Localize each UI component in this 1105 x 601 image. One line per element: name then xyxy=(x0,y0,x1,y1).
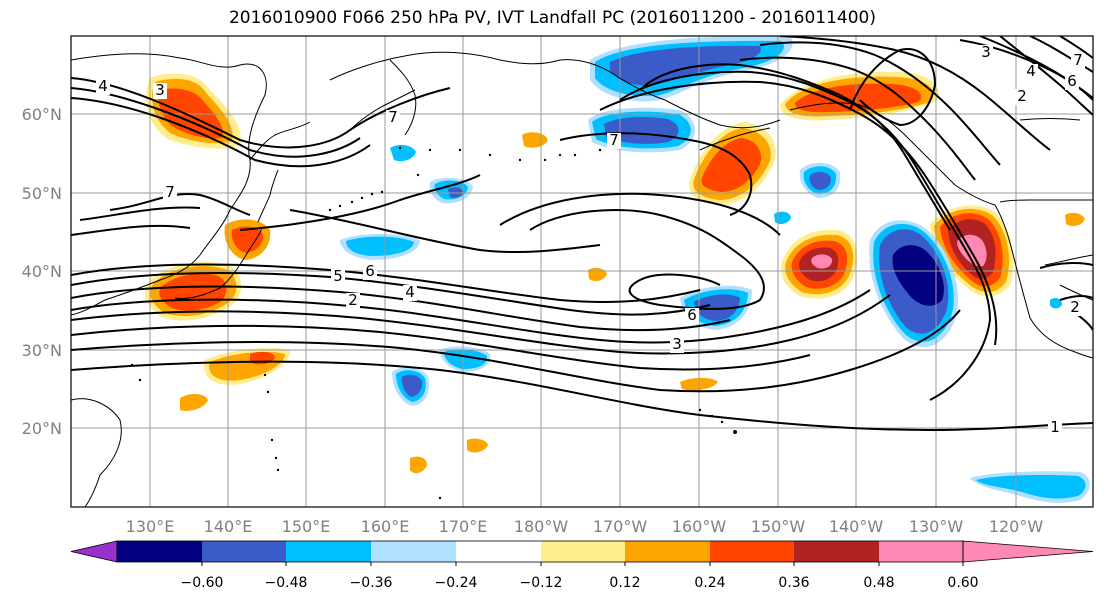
contour-label-bg xyxy=(1048,420,1062,436)
map-frame xyxy=(70,35,1094,508)
pv-contours xyxy=(71,36,1093,432)
contour-label: 2 xyxy=(1017,87,1027,105)
lon-tick-labels: 130°E 140°E 150°E 160°E 170°E 180°W 170°W 160°W… xyxy=(126,517,1044,536)
colorbar-tick-label: −0.48 xyxy=(265,575,308,591)
contour-label-bg xyxy=(1015,89,1029,105)
lat-tick-label: 60°N xyxy=(22,105,62,124)
colorbar-outline xyxy=(116,540,964,563)
colorbar-tick-label: −0.24 xyxy=(435,575,478,591)
lon-tick-label: 180°W xyxy=(514,517,569,536)
contour-label-bg xyxy=(1024,64,1038,80)
colorbar-tick-label: 0.36 xyxy=(778,575,809,591)
lon-tick-label: 140°W xyxy=(829,517,884,536)
contour-label: 4 xyxy=(98,77,108,95)
colorbar-over-arrow xyxy=(962,540,1094,563)
contour-label-bg xyxy=(607,133,621,149)
colorbar-segment xyxy=(202,541,286,562)
figure-title: 2016010900 F066 250 hPa PV, IVT Landfall… xyxy=(228,8,876,28)
colorbar-segment xyxy=(371,541,456,562)
positive-anomaly-japan xyxy=(144,219,271,321)
contour-label-bg xyxy=(1065,74,1079,90)
contour-label-bg xyxy=(363,264,377,280)
contour-label-bg xyxy=(96,79,110,95)
lon-tick-label: 170°E xyxy=(439,517,488,536)
colorbar-under-arrow xyxy=(70,540,118,563)
contour-label: 6 xyxy=(1067,72,1077,90)
contour-label-bg xyxy=(1071,53,1085,69)
lat-tick-label: 20°N xyxy=(22,419,62,438)
colorbar-segment xyxy=(710,541,794,562)
colorbar-tick-label: 0.12 xyxy=(609,575,640,591)
colorbar xyxy=(70,540,1094,563)
lon-tick-label: 170°W xyxy=(593,517,648,536)
positive-anomaly-northeast-pacific xyxy=(780,229,858,299)
contour-label: 2 xyxy=(348,291,358,309)
islands xyxy=(130,146,737,500)
colorbar-tick-labels: −0.60 −0.48 −0.36 −0.24 −0.12 0.12 0.24 0.36 0.4… xyxy=(181,562,979,591)
lon-tick-label: 150°W xyxy=(751,517,806,536)
lon-tick-label: 160°W xyxy=(672,517,727,536)
colorbar-tick-label: 0.48 xyxy=(863,575,894,591)
lon-tick-label: 130°W xyxy=(909,517,964,536)
contour-label: 3 xyxy=(155,81,165,99)
contour-label: 7 xyxy=(388,108,398,126)
contour-label-bg xyxy=(346,293,360,309)
lon-tick-label: 150°E xyxy=(282,517,331,536)
contour-label: 7 xyxy=(609,131,619,149)
colorbar-segment xyxy=(541,541,625,562)
contour-label-bg xyxy=(403,285,417,301)
contour-label: 3 xyxy=(672,335,682,353)
colorbar-tick-label: 0.24 xyxy=(694,575,725,591)
lon-tick-label: 140°E xyxy=(204,517,253,536)
colorbar-tick-label: 0.60 xyxy=(947,575,978,591)
contour-label-bg xyxy=(670,337,684,353)
colorbar-tick-label: −0.12 xyxy=(520,575,563,591)
lon-tick-label: 120°W xyxy=(989,517,1044,536)
colorbar-segment xyxy=(879,541,963,562)
contour-label-bg xyxy=(1068,300,1082,316)
colorbar-tick-label: −0.60 xyxy=(181,575,224,591)
contour-label-bg xyxy=(386,110,400,126)
colorbar-tick-label: −0.36 xyxy=(350,575,393,591)
colorbar-segment xyxy=(117,541,202,562)
lat-tick-labels: 20°N 30°N 40°N 50°N 60°N xyxy=(22,105,62,438)
contour-label: 7 xyxy=(165,183,175,201)
contour-label-bg xyxy=(153,83,167,99)
gridlines xyxy=(71,36,1093,507)
colorbar-segment xyxy=(286,541,371,562)
contour-label: 6 xyxy=(687,306,697,324)
lon-tick-label: 160°E xyxy=(361,517,410,536)
contour-label-bg xyxy=(163,185,177,201)
lat-tick-label: 40°N xyxy=(22,262,62,281)
contour-label: 3 xyxy=(981,43,991,61)
lat-tick-label: 30°N xyxy=(22,341,62,360)
contour-label: 4 xyxy=(1026,62,1036,80)
contour-label-bg xyxy=(979,45,993,61)
contour-label: 7 xyxy=(1073,51,1083,69)
contour-label-bg xyxy=(685,308,699,324)
contour-label: 2 xyxy=(1070,298,1080,316)
lon-tick-label: 130°E xyxy=(126,517,175,536)
contour-label-bg xyxy=(331,269,345,285)
colorbar-segment xyxy=(625,541,710,562)
contour-label: 5 xyxy=(333,267,343,285)
coastlines xyxy=(71,51,1093,507)
contour-label: 6 xyxy=(365,262,375,280)
contour-label: 4 xyxy=(405,283,415,301)
colorbar-segment xyxy=(456,541,541,562)
colorbar-segment xyxy=(794,541,879,562)
lat-tick-label: 50°N xyxy=(22,184,62,203)
contour-label: 1 xyxy=(1050,418,1060,436)
